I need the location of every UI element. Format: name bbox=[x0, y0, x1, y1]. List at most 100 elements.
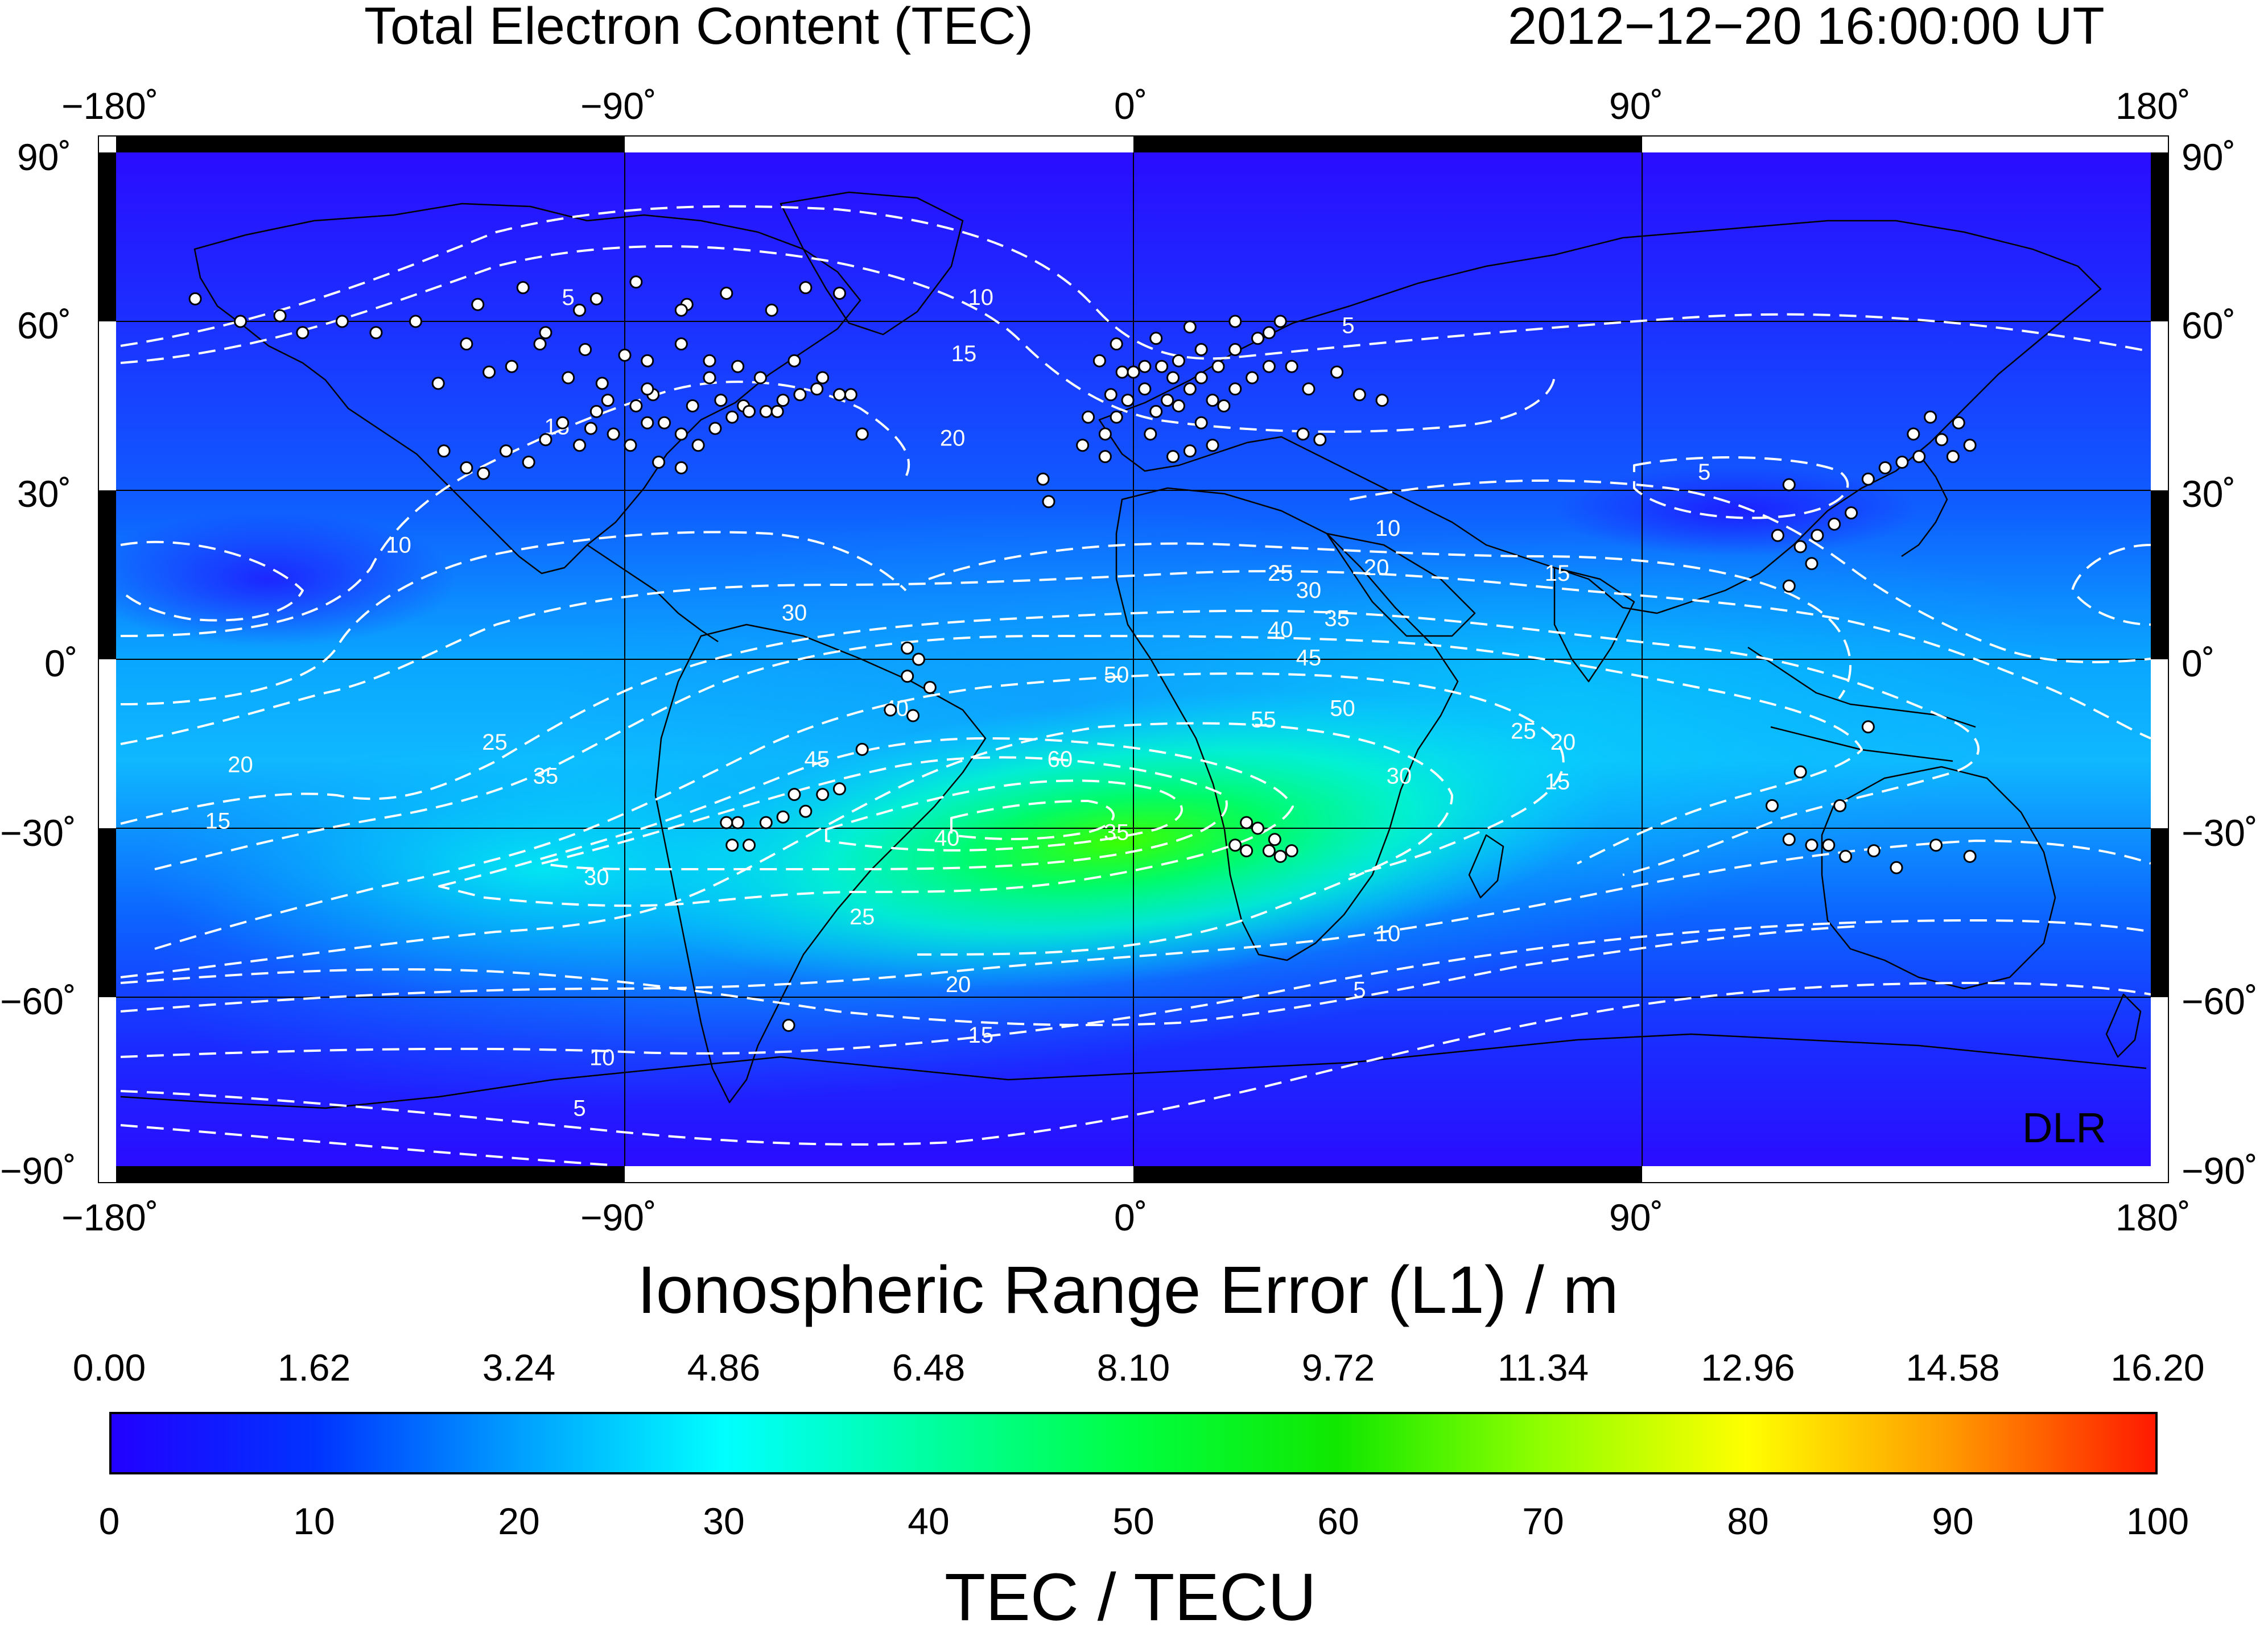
station-marker bbox=[1127, 365, 1140, 379]
station-marker bbox=[1172, 399, 1185, 412]
range-error-tick: 8.10 bbox=[1096, 1346, 1170, 1389]
station-marker bbox=[1793, 540, 1807, 553]
contour-label: 5 bbox=[1353, 978, 1366, 1003]
station-marker bbox=[901, 670, 914, 683]
contour-label: 50 bbox=[1330, 696, 1355, 721]
station-marker bbox=[335, 315, 349, 328]
station-marker bbox=[460, 337, 473, 351]
dlr-watermark: DLR bbox=[2022, 1104, 2106, 1151]
station-marker bbox=[1110, 410, 1123, 424]
lat-label-left-0: 0˚ bbox=[44, 642, 78, 684]
station-marker bbox=[1845, 506, 1858, 520]
station-marker bbox=[1166, 450, 1180, 464]
tec-tick: 50 bbox=[1112, 1500, 1154, 1542]
station-marker bbox=[787, 354, 801, 367]
tec-tick: 80 bbox=[1727, 1500, 1769, 1542]
tec-tick: 70 bbox=[1522, 1500, 1564, 1542]
contour-label: 35 bbox=[1324, 606, 1350, 631]
station-marker bbox=[674, 303, 688, 317]
tec-tick: 60 bbox=[1317, 1500, 1359, 1542]
station-marker bbox=[1138, 360, 1152, 373]
station-marker bbox=[1805, 838, 1818, 852]
tec-tick: 30 bbox=[703, 1500, 745, 1542]
station-marker bbox=[844, 388, 857, 402]
station-marker bbox=[1375, 394, 1389, 407]
station-marker bbox=[1092, 354, 1106, 367]
station-marker bbox=[1771, 528, 1784, 542]
colorbar bbox=[109, 1412, 2158, 1474]
contour-label: 25 bbox=[1268, 561, 1293, 586]
tec-tick: 10 bbox=[293, 1500, 335, 1542]
station-marker bbox=[1811, 528, 1824, 542]
station-marker bbox=[1240, 844, 1253, 858]
station-marker bbox=[782, 1019, 795, 1032]
range-error-tick: 6.48 bbox=[892, 1346, 966, 1389]
tec-tick: 20 bbox=[498, 1500, 540, 1542]
contour-label: 10 bbox=[1375, 516, 1401, 541]
station-marker bbox=[1833, 799, 1847, 812]
station-marker bbox=[539, 433, 552, 447]
station-marker bbox=[1228, 315, 1242, 328]
lon-label-top-0: 0˚ bbox=[1114, 85, 1148, 127]
contour-label: 20 bbox=[1551, 730, 1576, 755]
station-marker bbox=[1183, 382, 1197, 396]
tec-tick: 0 bbox=[98, 1500, 120, 1542]
station-marker bbox=[725, 410, 739, 424]
map-timestamp: 2012−12−20 16:00:00 UT bbox=[1508, 0, 2105, 55]
lon-label-bottom-90: 90˚ bbox=[1609, 1196, 1664, 1238]
station-marker bbox=[1082, 410, 1095, 424]
station-marker bbox=[589, 292, 603, 305]
lat-label-left-m90: −90˚ bbox=[0, 1150, 76, 1192]
station-marker bbox=[641, 354, 654, 367]
station-marker bbox=[1867, 844, 1881, 858]
station-marker bbox=[1115, 365, 1129, 379]
station-marker bbox=[725, 838, 739, 852]
station-marker bbox=[1952, 416, 1965, 429]
station-marker bbox=[1805, 557, 1818, 571]
station-marker bbox=[539, 326, 552, 340]
station-marker bbox=[1104, 388, 1117, 402]
station-marker bbox=[1782, 478, 1796, 491]
contour-label: 55 bbox=[1251, 707, 1276, 732]
tec-tick: 90 bbox=[1932, 1500, 1974, 1542]
station-marker bbox=[906, 709, 920, 722]
lat-label-left-90: 90˚ bbox=[17, 136, 72, 178]
station-marker bbox=[832, 782, 846, 796]
contour-labels: 5105152015105102015253035404550505560404… bbox=[205, 285, 1711, 1121]
contour-label: 30 bbox=[584, 865, 609, 890]
station-marker bbox=[641, 382, 654, 396]
tec-map[interactable]: 5105152015105102015253035404550505560404… bbox=[98, 135, 2169, 1183]
station-marker bbox=[607, 427, 620, 441]
contour-label: 35 bbox=[533, 763, 559, 788]
station-marker bbox=[1296, 427, 1310, 441]
station-marker bbox=[499, 444, 513, 458]
station-marker bbox=[1183, 444, 1197, 458]
station-marker bbox=[765, 303, 778, 317]
station-marker bbox=[674, 461, 688, 474]
station-marker bbox=[1285, 844, 1298, 858]
station-marker bbox=[776, 810, 790, 824]
contour-label: 15 bbox=[1545, 769, 1570, 794]
contour-label: 20 bbox=[228, 753, 253, 778]
station-marker bbox=[1194, 416, 1208, 429]
station-marker bbox=[686, 399, 699, 412]
station-marker bbox=[1183, 320, 1197, 334]
station-marker bbox=[743, 404, 756, 418]
station-marker bbox=[601, 394, 615, 407]
lat-label-right-0: 0˚ bbox=[2182, 642, 2215, 684]
station-marker bbox=[1963, 439, 1977, 452]
station-marker bbox=[1217, 399, 1231, 412]
station-marker bbox=[516, 281, 530, 295]
station-marker bbox=[1929, 838, 1943, 852]
range-error-tick: 9.72 bbox=[1301, 1346, 1375, 1389]
station-marker bbox=[1240, 816, 1253, 829]
tec-unit-title: TEC / TECU bbox=[945, 1560, 1317, 1635]
station-marker bbox=[409, 315, 422, 328]
station-marker bbox=[1782, 833, 1796, 846]
lat-label-left-60: 60˚ bbox=[17, 304, 72, 346]
station-marker bbox=[641, 416, 654, 429]
station-marker bbox=[369, 326, 383, 340]
station-marker bbox=[1793, 765, 1807, 779]
station-marker bbox=[1907, 427, 1920, 441]
station-marker bbox=[1946, 450, 1960, 464]
